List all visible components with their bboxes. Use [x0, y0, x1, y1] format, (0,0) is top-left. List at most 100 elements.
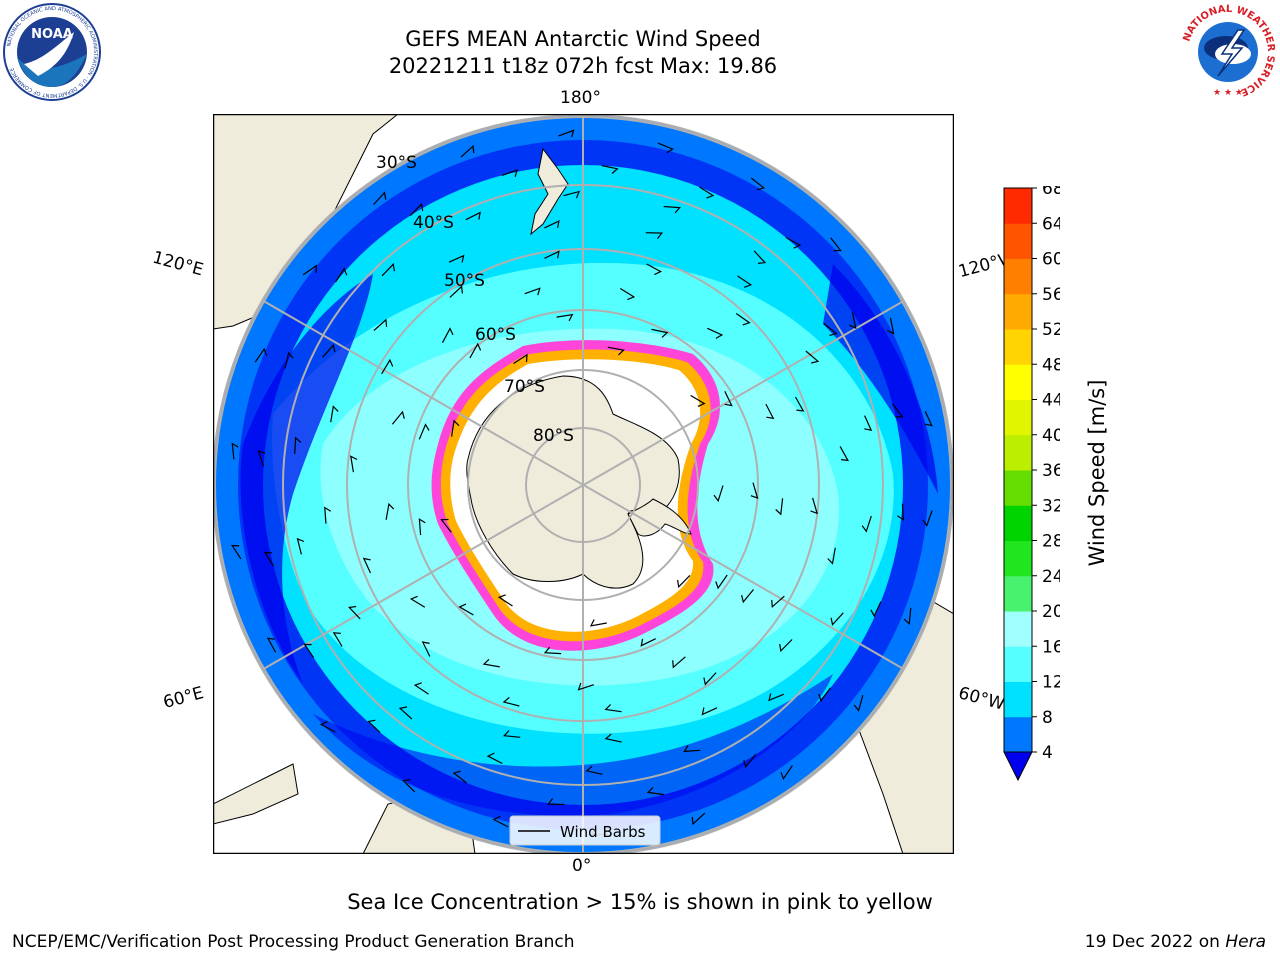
wind-barb	[753, 250, 767, 264]
wind-barb	[492, 815, 509, 828]
wind-barb	[284, 351, 294, 369]
colorbar-segment	[1004, 399, 1032, 436]
wind-barb	[257, 450, 266, 467]
colorbar-tick-label: 16	[1042, 637, 1060, 657]
wind-barbs-layer	[231, 129, 933, 836]
lon-label-180: 180°	[560, 88, 601, 108]
colorbar-tick-label: 44	[1042, 391, 1060, 411]
wind-barb	[897, 503, 904, 521]
wind-barb	[381, 358, 394, 375]
lon-label-120e: 120°E	[150, 247, 206, 281]
colorbar-tick-label: 8	[1042, 708, 1053, 728]
wind-barb	[903, 607, 912, 625]
wind-barb	[513, 353, 528, 365]
wind-barb	[601, 164, 619, 174]
wind-barb	[646, 263, 663, 276]
wind-barb	[469, 342, 482, 359]
wind-barb	[524, 287, 541, 296]
wind-barb	[449, 285, 463, 298]
wind-barb	[830, 612, 844, 626]
wind-barb	[589, 619, 607, 627]
wind-barb	[486, 752, 503, 765]
wind-barb	[558, 129, 575, 138]
nws-logo: NATIONAL WEATHER SERVICE ★ ★ ★	[1180, 4, 1276, 100]
wind-barb	[332, 632, 343, 647]
wind-barb	[619, 287, 636, 301]
wind-barb	[451, 419, 460, 437]
wind-barb	[765, 403, 775, 420]
wind-barb	[348, 605, 361, 620]
wind-barb	[737, 275, 753, 288]
wind-barb	[663, 205, 681, 214]
wind-barb	[556, 313, 574, 322]
wind-barb	[724, 390, 733, 407]
wind-barb	[563, 190, 580, 199]
colorbar-segment	[1004, 434, 1032, 471]
wind-barb	[330, 405, 339, 423]
wind-barb	[254, 347, 268, 363]
wind-barb	[645, 232, 664, 239]
colorbar-segment	[1004, 329, 1032, 365]
lon-label-60e: 60°E	[161, 683, 206, 713]
wind-barb	[922, 510, 933, 527]
wind-barb	[544, 250, 560, 259]
land-new-zealand	[530, 147, 569, 236]
wind-barb	[701, 707, 718, 716]
wind-barb	[324, 506, 332, 524]
wind-barb	[266, 637, 277, 653]
wind-barb	[458, 603, 474, 616]
colorbar-segment	[1004, 575, 1032, 612]
wind-barb	[381, 263, 395, 277]
wind-barb	[839, 446, 849, 462]
lat-label-40s: 40°S	[413, 213, 454, 233]
wind-barb	[409, 595, 426, 608]
colorbar-tick-label: 52	[1042, 320, 1060, 340]
wind-barb	[768, 693, 785, 702]
wind-barb	[502, 697, 520, 707]
wind-barb	[830, 237, 842, 252]
colorbar-tick-label: 48	[1042, 355, 1060, 375]
land-antarctic-peninsula	[627, 498, 692, 537]
lat-label-30s: 30°S	[376, 153, 417, 173]
wind-barb	[741, 589, 754, 604]
wind-barb	[849, 312, 857, 330]
colorbar-segment	[1004, 646, 1032, 682]
wind-barb	[362, 557, 372, 574]
lat-label-80s: 80°S	[533, 426, 574, 446]
wind-barb	[892, 403, 904, 418]
wind-barb	[441, 327, 454, 343]
wind-barb	[607, 346, 625, 356]
land-antarctica	[466, 375, 680, 589]
wind-barb	[779, 639, 793, 653]
land-africa	[213, 763, 299, 825]
wind-barb	[703, 672, 717, 686]
lon-label-0: 0°	[572, 856, 592, 876]
sea-ice-note: Sea Ice Concentration > 15% is shown in …	[347, 890, 933, 914]
wind-barb	[818, 687, 831, 702]
wind-barb	[465, 211, 481, 221]
colorbar-tick-label: 28	[1042, 532, 1060, 552]
wind-barb	[409, 202, 424, 217]
colorbar-segment	[1004, 293, 1032, 330]
colorbar-segment	[1004, 681, 1032, 718]
footer-credit: NCEP/EMC/Verification Post Processing Pr…	[12, 932, 575, 952]
wind-barb	[501, 169, 519, 177]
wind-barb	[870, 601, 882, 618]
colorbar-segment	[1004, 505, 1032, 541]
colorbar-tick-label: 64	[1042, 214, 1060, 234]
wind-barb	[413, 682, 429, 695]
wind-barb	[547, 798, 565, 806]
wind-barb	[780, 765, 793, 780]
colorbar-tick-label: 60	[1042, 250, 1060, 270]
lat-label-60s: 60°S	[475, 325, 516, 345]
footer-date-text: 19 Dec 2022 on	[1084, 932, 1226, 952]
wind-barb	[263, 551, 274, 567]
wind-barb	[350, 455, 358, 473]
wind-barb	[452, 770, 467, 784]
wind-barb	[750, 482, 759, 499]
wind-barb	[715, 574, 728, 590]
wind-barb	[887, 317, 895, 335]
wind-barb	[924, 410, 933, 427]
wind-barb	[482, 658, 500, 668]
